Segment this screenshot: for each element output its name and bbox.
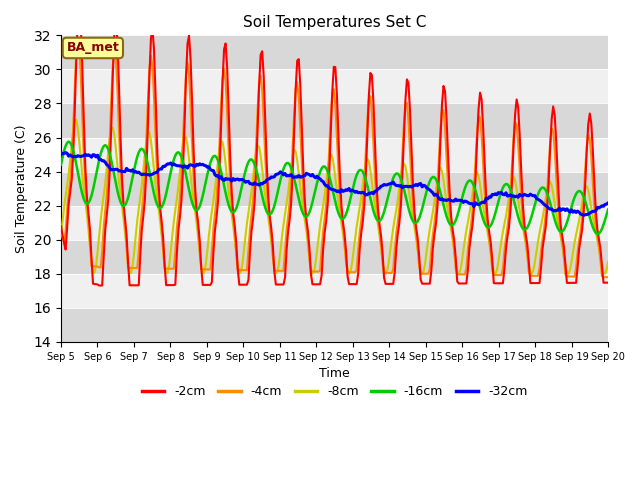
Bar xyxy=(61,36,608,70)
Bar xyxy=(61,70,608,104)
Y-axis label: Soil Temperature (C): Soil Temperature (C) xyxy=(15,124,28,253)
Title: Soil Temperatures Set C: Soil Temperatures Set C xyxy=(243,15,426,30)
Bar xyxy=(61,172,608,205)
X-axis label: Time: Time xyxy=(319,367,350,380)
Bar xyxy=(61,274,608,308)
Legend: -2cm, -4cm, -8cm, -16cm, -32cm: -2cm, -4cm, -8cm, -16cm, -32cm xyxy=(136,380,532,403)
Text: BA_met: BA_met xyxy=(67,41,119,54)
Bar xyxy=(61,138,608,172)
Bar xyxy=(61,205,608,240)
Bar xyxy=(61,240,608,274)
Bar xyxy=(61,104,608,138)
Bar xyxy=(61,308,608,342)
